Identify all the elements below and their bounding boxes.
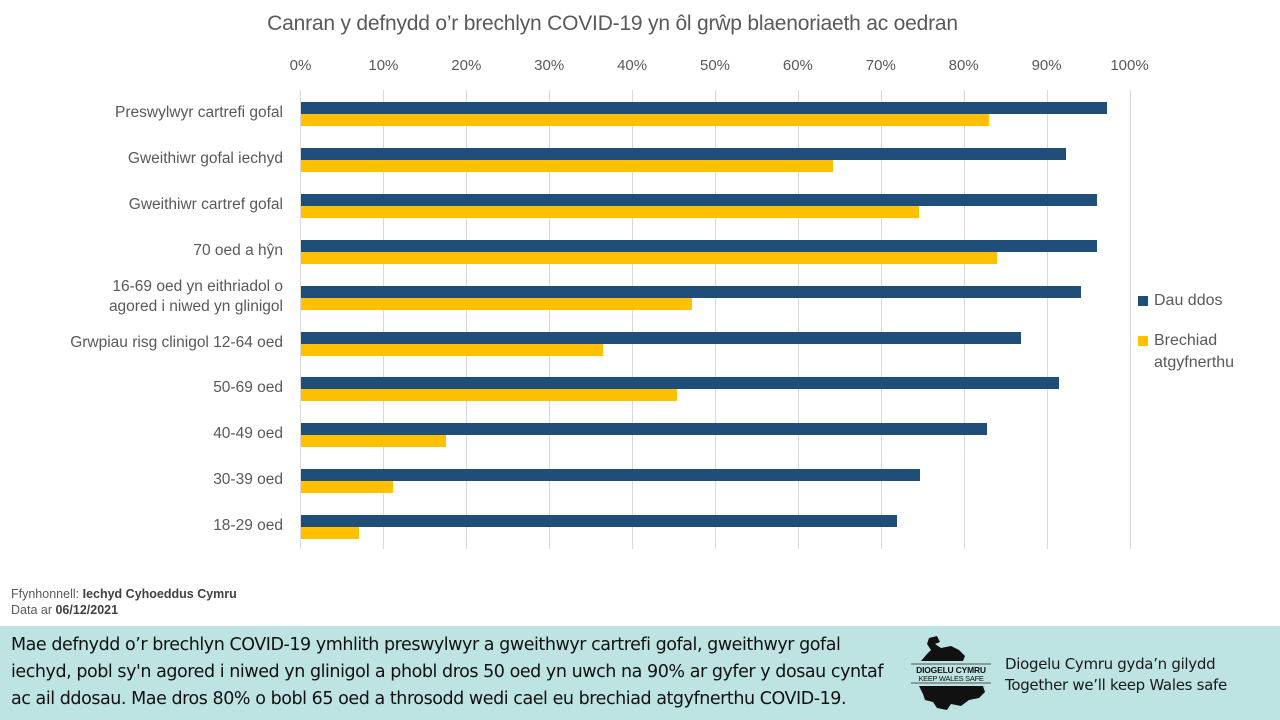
legend-item-brechiad: Brechiad atgyfnerthu: [1138, 330, 1264, 374]
gridline: [1130, 90, 1131, 549]
bar-brechiad-atgyfnerthu: [301, 114, 990, 126]
gridline: [549, 90, 550, 549]
bar-dau-ddos: [301, 193, 1097, 206]
bar-dau-ddos: [301, 102, 1107, 114]
category-label: 50-69 oed: [213, 378, 283, 398]
bar-dau-ddos: [301, 331, 1021, 344]
gridline: [881, 90, 882, 549]
category-label: 70 oed a hŷn: [193, 241, 283, 261]
category-label-line: 16-69 oed yn eithriadol o: [112, 277, 283, 295]
gridline: [632, 90, 633, 549]
category-label-line: 30-39 oed: [213, 471, 283, 489]
y-axis-line: [300, 90, 301, 549]
bar-brechiad-atgyfnerthu: [301, 251, 998, 264]
bar-brechiad-atgyfnerthu: [301, 343, 603, 356]
x-tick-label: 100%: [1110, 57, 1149, 74]
tagline-en: Together we’ll keep Wales safe: [1005, 676, 1227, 694]
date-line: Data ar 06/12/2021: [11, 602, 237, 618]
bar-dau-ddos: [301, 285, 1082, 298]
gridline: [1047, 90, 1048, 549]
legend-label: Brechiad atgyfnerthu: [1154, 332, 1235, 371]
bar-dau-ddos: [301, 147, 1067, 160]
gridline: [798, 90, 799, 549]
category-label-line: agored i niwed yn glinigol: [108, 297, 283, 315]
logo-text-cy: DIOGELU CYMRU: [916, 665, 986, 675]
bar-brechiad-atgyfnerthu: [301, 159, 834, 172]
footer-banner: Mae defnydd o’r brechlyn COVID-19 ymhlit…: [0, 626, 1280, 720]
x-tick-label: 60%: [782, 57, 813, 74]
bar-brechiad-atgyfnerthu: [301, 297, 693, 310]
x-tick-label: 0%: [289, 57, 312, 74]
legend-swatch-dau-ddos: [1138, 296, 1148, 306]
keep-wales-safe-logo: DIOGELU CYMRU KEEP WALES SAFE: [907, 634, 995, 714]
bar-brechiad-atgyfnerthu: [301, 389, 677, 402]
chart-legend: Dau ddos Brechiad atgyfnerthu: [1138, 290, 1264, 374]
bar-dau-ddos: [301, 377, 1059, 390]
category-label-line: 50-69 oed: [213, 379, 283, 397]
source-note: Ffynhonnell: Iechyd Cyhoeddus Cymru Data…: [11, 586, 237, 618]
category-label-line: Preswylwyr cartrefi gofal: [115, 104, 283, 121]
category-label: 30-39 oed: [213, 470, 283, 490]
category-label-line: Grwpiau risg clinigol 12-64 oed: [70, 333, 283, 351]
x-tick-label: 90%: [1031, 57, 1062, 74]
gridline: [383, 90, 384, 549]
legend-item-dau-ddos: Dau ddos: [1138, 290, 1264, 312]
bar-dau-ddos: [301, 515, 898, 528]
bar-brechiad-atgyfnerthu: [301, 527, 360, 540]
bar-dau-ddos: [301, 239, 1097, 252]
x-tick-label: 70%: [865, 57, 896, 74]
category-label-line: Gweithiwr cartref gofal: [128, 195, 283, 213]
source-value: Iechyd Cyhoeddus Cymru: [82, 587, 237, 601]
chart-title: Canran y defnydd o’r brechlyn COVID-19 y…: [267, 12, 958, 35]
category-label: Gweithiwr gofal iechyd: [128, 149, 283, 169]
logo-text-en: KEEP WALES SAFE: [918, 674, 984, 683]
bar-dau-ddos: [301, 469, 921, 482]
gridline: [715, 90, 716, 549]
wales-map-icon: [911, 636, 991, 710]
legend-label: Dau ddos: [1154, 292, 1223, 309]
category-label: Grwpiau risg clinigol 12-64 oed: [70, 333, 283, 353]
date-label: Data ar: [11, 603, 52, 617]
category-label: 40-49 oed: [213, 424, 283, 444]
bar-dau-ddos: [301, 423, 988, 436]
x-tick-label: 40%: [617, 57, 648, 74]
gridline: [466, 90, 467, 549]
category-label: Gweithiwr cartref gofal: [129, 195, 283, 215]
source-label: Ffynhonnell:: [11, 587, 80, 601]
x-tick-label: 50%: [699, 57, 731, 74]
bar-brechiad-atgyfnerthu: [301, 205, 919, 218]
x-tick-label: 20%: [451, 57, 482, 74]
bar-chart: 0% 10% 20% 30% 40% 50% 60% 70% 80% 90% 100% Preswyl…: [70, 57, 1149, 549]
gridline: [964, 90, 965, 549]
category-label-line: Gweithiwr gofal iechyd: [127, 149, 283, 167]
category-label: Preswylwyr cartrefi gofal: [115, 103, 283, 123]
x-tick-label: 80%: [948, 57, 979, 74]
bar-brechiad-atgyfnerthu: [301, 481, 394, 494]
date-value: 06/12/2021: [55, 603, 119, 617]
footer-summary: Mae defnydd o’r brechlyn COVID-19 ymhlit…: [11, 635, 884, 709]
category-label-line: 40-49 oed: [213, 425, 283, 443]
category-label-line: 70 oed a hŷn: [193, 241, 283, 259]
bar-brechiad-atgyfnerthu: [301, 435, 447, 448]
category-label: 18-29 oed: [213, 516, 283, 536]
tagline-cy: Diogelu Cymru gyda’n gilydd: [1005, 655, 1216, 673]
x-tick-label: 10%: [368, 57, 399, 74]
category-label: 16-69 oed yn eithriadol o agored i niwed …: [109, 277, 283, 317]
tagline: Diogelu Cymru gyda’n gilydd Together we’…: [1005, 654, 1227, 696]
source-line: Ffynhonnell: Iechyd Cyhoeddus Cymru: [11, 586, 237, 602]
x-tick-label: 30%: [534, 57, 565, 74]
category-label-line: 18-29 oed: [213, 517, 283, 535]
legend-swatch-brechiad: [1138, 336, 1148, 346]
